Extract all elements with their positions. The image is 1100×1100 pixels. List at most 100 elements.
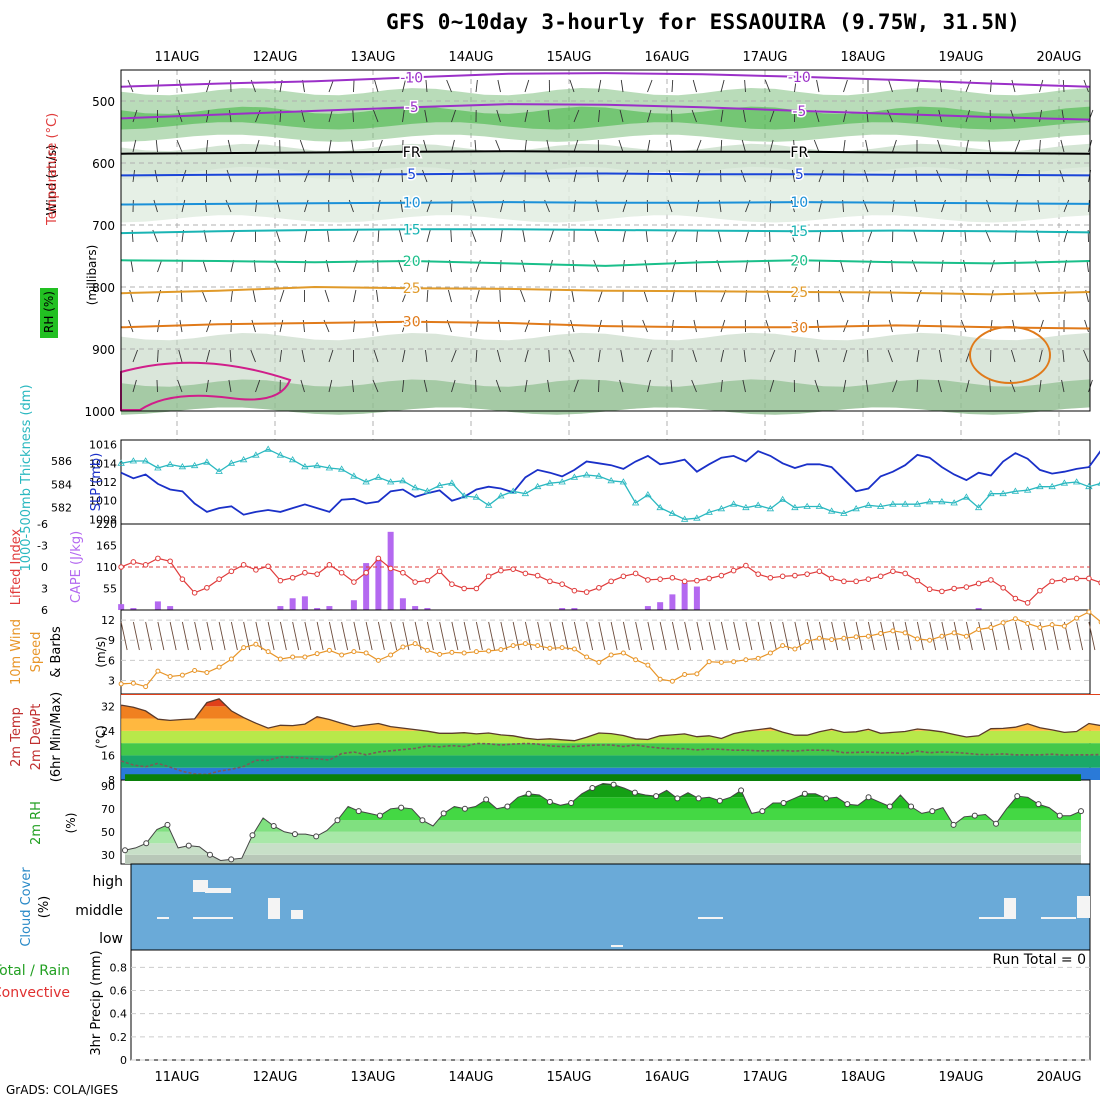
wind-barb — [524, 319, 530, 333]
wind-barb — [986, 199, 991, 213]
slp-axis-label: SLP (mb) — [89, 453, 104, 512]
wind-barb — [818, 259, 821, 273]
li-point — [657, 576, 663, 582]
wind-barb-10m — [1002, 621, 1010, 651]
thickness-point — [803, 502, 811, 509]
y-tick-cape: 110 — [96, 561, 117, 574]
wind-barb-10m — [782, 621, 790, 651]
wind-barb — [351, 139, 354, 153]
temp-color-band — [121, 755, 1100, 768]
wind-barb — [328, 139, 332, 153]
wind-barb-10m — [916, 621, 924, 651]
rh-point — [844, 801, 851, 808]
wind-barb — [1084, 319, 1089, 333]
wind-barb — [815, 349, 820, 363]
wind-speed-point — [277, 656, 283, 662]
thickness-point — [705, 508, 713, 515]
wind-barb — [181, 199, 186, 213]
rh-point — [589, 785, 596, 792]
wind-speed-point — [608, 652, 614, 658]
wind-barb-10m — [243, 621, 251, 651]
wind-barb — [204, 199, 207, 213]
wind-barb — [622, 169, 629, 183]
thickness-point — [472, 493, 481, 500]
wind-barb — [569, 349, 575, 363]
wind-speed-point — [902, 630, 908, 636]
li-point — [730, 567, 737, 574]
thickness-point — [1011, 487, 1020, 494]
rh-shade — [121, 166, 1090, 223]
wind-speed-point — [1000, 620, 1006, 626]
y-tick-wind: 12 — [101, 614, 115, 627]
wind-barb — [813, 139, 820, 153]
wind-speed-point — [400, 644, 406, 650]
wind-speed-point — [890, 628, 896, 634]
y-tick-temp: 32 — [101, 700, 115, 713]
wind-barb-10m — [414, 621, 422, 651]
wind-barb — [500, 259, 502, 273]
wind-barb — [471, 229, 477, 243]
y-tick-cape: 220 — [96, 518, 117, 531]
thickness-point — [1072, 478, 1081, 485]
wind-barb-10m — [978, 621, 986, 651]
wind-barb — [279, 349, 283, 363]
wind-barb — [230, 289, 234, 303]
wind-barb — [349, 169, 354, 183]
x-tick-bottom: 14AUG — [448, 1070, 493, 1085]
rh-point — [206, 851, 213, 858]
li-point — [375, 555, 382, 562]
temp-axis-label: 2m Temp — [9, 707, 24, 767]
wind-barb-10m — [206, 621, 214, 651]
thickness-point — [1060, 479, 1069, 486]
y-tick-cloud: low — [99, 931, 123, 947]
wind-barb — [866, 109, 869, 123]
isotherm-label: 5 — [407, 167, 416, 183]
rh-point — [993, 820, 1000, 827]
wind-barb-10m — [892, 621, 900, 651]
li-point — [1037, 587, 1043, 594]
li-point — [792, 572, 798, 579]
wind-barb — [549, 289, 552, 303]
y-tick-rh: 50 — [101, 826, 115, 839]
isotherm-line — [120, 201, 1091, 206]
rh-point — [164, 821, 171, 828]
li-point — [951, 585, 957, 592]
rh-color-band — [125, 831, 1081, 844]
isotherm-label: -10 — [400, 70, 423, 86]
cape-bar — [571, 608, 578, 610]
wind-barb — [275, 229, 281, 243]
chart-title: GFS 0~10day 3-hourly for ESSAOUIRA (9.75… — [386, 10, 1021, 34]
rh-point — [886, 803, 893, 810]
wind-barb — [936, 169, 942, 183]
y-tick-wind: 9 — [108, 634, 115, 647]
wind-barb — [402, 379, 405, 393]
wind-speed-point — [118, 681, 124, 687]
wind-barb — [671, 109, 673, 123]
rh-point — [355, 808, 362, 815]
thickness-point — [227, 459, 236, 466]
wind-barb — [252, 289, 256, 303]
wind-speed-point — [547, 645, 553, 651]
thickness-point — [386, 478, 395, 485]
rh-point — [738, 787, 745, 794]
thickness-point — [840, 509, 848, 516]
thickness-point — [313, 461, 321, 469]
wind-barb — [496, 349, 501, 363]
wind-barb — [304, 169, 310, 183]
wind-barb — [255, 139, 260, 153]
wind-speed-point — [559, 645, 565, 651]
wind-speed-point — [412, 641, 418, 647]
wind-barb — [645, 229, 648, 243]
wind-barb — [843, 379, 847, 393]
wind-barb — [276, 199, 281, 213]
wind-barb-10m — [573, 621, 581, 651]
rh-point — [1014, 793, 1021, 800]
wind-barb — [131, 229, 134, 243]
wind-barb — [279, 289, 285, 303]
wind-barb — [765, 319, 771, 333]
li-point — [363, 569, 369, 576]
wind-barb — [157, 259, 163, 273]
y-tick-precip: 0.2 — [110, 1031, 128, 1044]
wind-speed-point — [792, 646, 798, 652]
wind-barb — [745, 229, 750, 243]
